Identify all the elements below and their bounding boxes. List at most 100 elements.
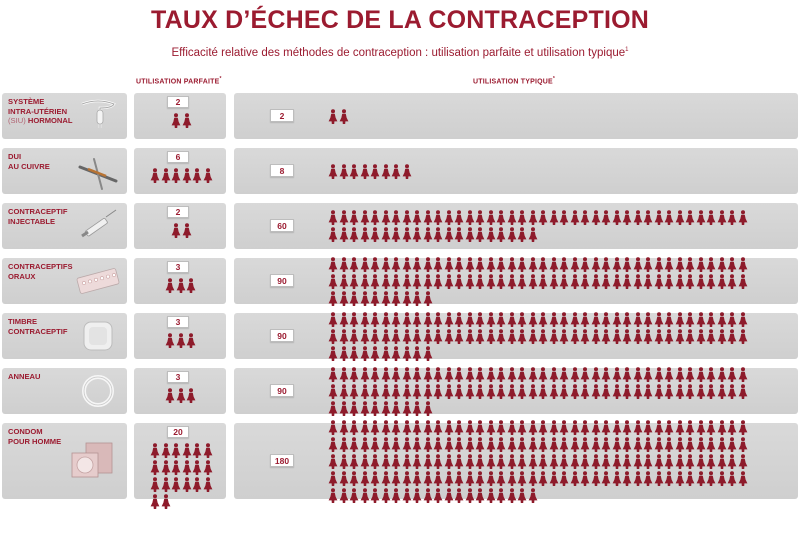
- typical-use-figure: [622, 210, 632, 225]
- typical-use-figure: [696, 257, 705, 272]
- typical-use-figure: [738, 471, 747, 486]
- typical-use-figure: [633, 437, 642, 452]
- typical-use-figure: [612, 329, 621, 344]
- typical-use-figure: [738, 257, 747, 272]
- typical-use-value: 90: [270, 384, 294, 397]
- typical-use-panel: 2: [234, 93, 798, 139]
- typical-use-figure: [360, 471, 369, 486]
- typical-use-value: 90: [270, 329, 294, 342]
- typical-use-figure: [433, 384, 443, 399]
- typical-use-figure: [549, 312, 558, 327]
- typical-use-figure: [328, 454, 338, 469]
- typical-use-figure: [559, 454, 569, 469]
- method-label-line: INTRA-UTÉRIEN: [8, 106, 68, 116]
- typical-use-figure: [412, 210, 422, 225]
- typical-use-figure: [696, 384, 705, 399]
- typical-use-figure: [570, 210, 579, 225]
- typical-use-figure: [517, 384, 527, 399]
- typical-use-figure: [538, 367, 548, 382]
- typical-use-figure: [349, 346, 359, 361]
- typical-use-figure: [580, 454, 590, 469]
- typical-use-figure: [381, 420, 390, 435]
- typical-use-figure: [360, 164, 369, 179]
- typical-use-figure: [685, 454, 695, 469]
- typical-use-figure: [570, 454, 579, 469]
- typical-use-figure: [349, 164, 359, 179]
- typical-use-figure: [654, 471, 663, 486]
- typical-use-figure: [591, 454, 600, 469]
- typical-use-figure: [643, 367, 653, 382]
- typical-use-figure: [570, 274, 579, 289]
- typical-use-figure: [559, 437, 569, 452]
- typical-use-figure: [339, 274, 348, 289]
- typical-use-figure: [738, 367, 747, 382]
- typical-use-figure: [591, 210, 600, 225]
- typical-use-value: 60: [270, 219, 294, 232]
- typical-use-figure: [528, 329, 537, 344]
- perfect-use-figure: [182, 477, 191, 492]
- typical-use-figure: [675, 257, 684, 272]
- typical-use-figure: [433, 454, 443, 469]
- typical-use-figure: [507, 367, 516, 382]
- method-label-line: POUR HOMME: [8, 436, 62, 446]
- typical-use-figure: [381, 329, 390, 344]
- typical-use-figure: [444, 274, 453, 289]
- perfect-use-value: 3: [167, 371, 189, 383]
- typical-use-figure: [738, 420, 747, 435]
- typical-use-figure: [370, 367, 380, 382]
- perfect-use-figure: [161, 494, 170, 509]
- typical-use-figure: [486, 312, 495, 327]
- typical-use-figure: [454, 367, 464, 382]
- typical-use-figure: [423, 471, 432, 486]
- typical-use-figure: [402, 329, 411, 344]
- typical-use-figure: [381, 367, 390, 382]
- typical-use-figure: [675, 312, 684, 327]
- typical-use-figure: [601, 312, 611, 327]
- typical-use-figure: [475, 454, 485, 469]
- typical-use-figure: [328, 329, 338, 344]
- method-label: SYSTÈME INTRA-UTÉRIEN (SIU) HORMONAL: [8, 97, 73, 126]
- typical-use-figure: [360, 329, 369, 344]
- typical-use-figure: [727, 384, 737, 399]
- perfect-use-figure: [165, 388, 175, 403]
- typical-use-figure: [391, 471, 401, 486]
- typical-use-figure: [370, 420, 380, 435]
- typical-use-figure: [423, 401, 432, 416]
- method-label: CONDOM POUR HOMME: [8, 427, 61, 446]
- typical-use-figure: [370, 437, 380, 452]
- typical-use-figure: [412, 420, 422, 435]
- typical-use-figure: [402, 437, 411, 452]
- typical-use-figure: [622, 420, 632, 435]
- typical-use-figure: [570, 471, 579, 486]
- typical-use-figure: [402, 274, 411, 289]
- typical-use-figure: [685, 384, 695, 399]
- perfect-use-panel: 20: [134, 423, 226, 509]
- typical-use-panel: 90: [234, 257, 798, 306]
- typical-use-figure: [412, 312, 422, 327]
- typical-use-figure: [570, 384, 579, 399]
- typical-use-figure: [675, 367, 684, 382]
- condom-icon: [70, 439, 114, 484]
- typical-use-figure: [664, 257, 674, 272]
- typical-use-figure: [517, 227, 527, 242]
- typical-use-figure: [454, 420, 464, 435]
- page-title: TAUX D’ÉCHEC DE LA CONTRACEPTION: [150, 6, 650, 34]
- typical-use-figure: [528, 274, 537, 289]
- typical-use-figure: [360, 384, 369, 399]
- typical-use-figure: [496, 488, 506, 503]
- typical-use-figure: [654, 420, 663, 435]
- typical-use-figure: [507, 488, 516, 503]
- method-label-line: (SIU) HORMONAL: [8, 116, 73, 126]
- typical-use-figure: [507, 227, 516, 242]
- perfect-use-figure: [192, 443, 202, 458]
- typical-use-figure: [402, 346, 411, 361]
- typical-use-figure: [328, 420, 338, 435]
- perfect-use-figure: [165, 333, 175, 348]
- typical-use-figure: [727, 274, 737, 289]
- typical-use-figure: [349, 329, 359, 344]
- method-label-line: CONTRACEPTIFS: [8, 262, 73, 271]
- perfect-use-figure: [176, 333, 185, 348]
- typical-use-figure: [360, 346, 369, 361]
- typical-use-figure: [612, 274, 621, 289]
- typical-use-figure: [486, 329, 495, 344]
